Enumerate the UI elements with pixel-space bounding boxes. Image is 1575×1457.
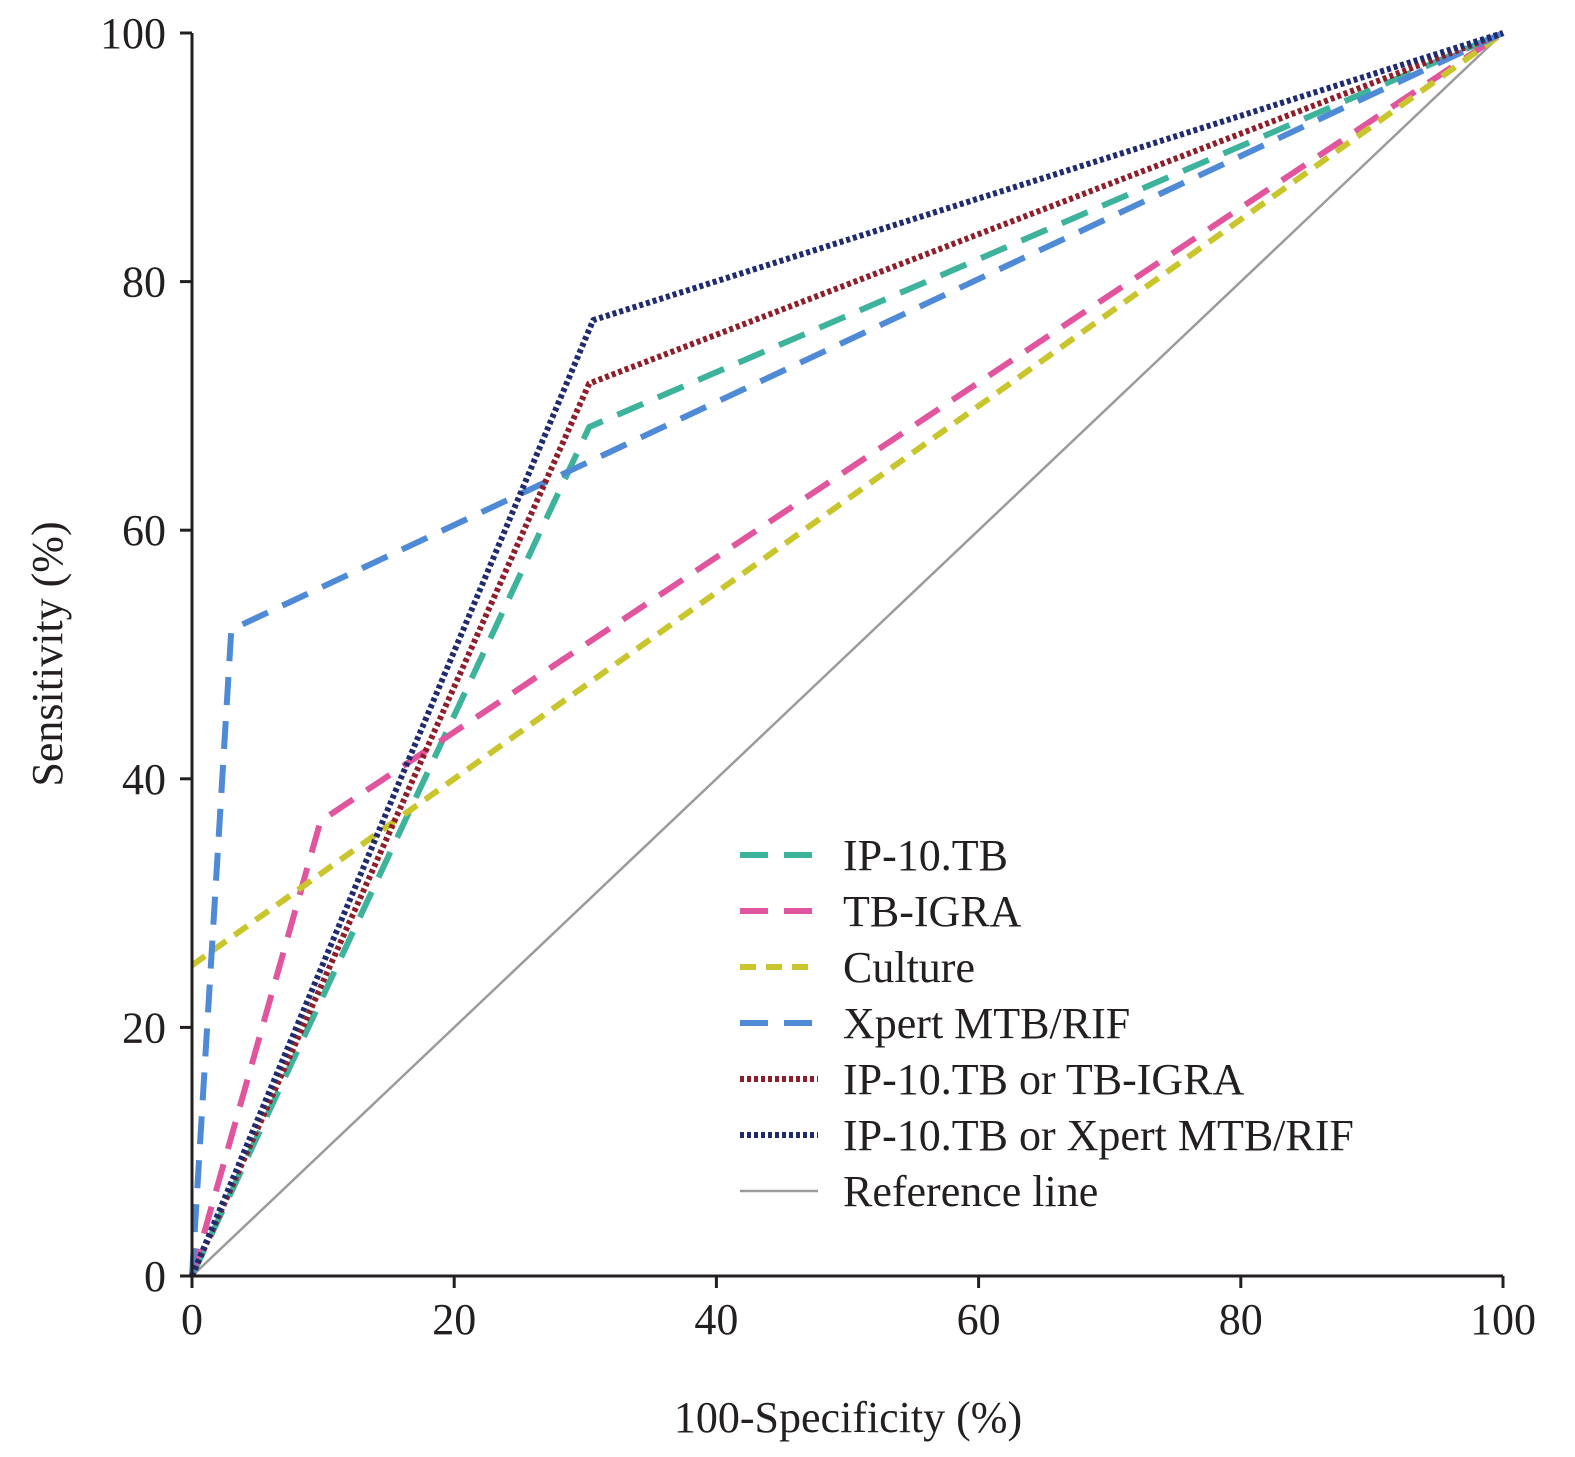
x-tick-label: 0: [181, 1295, 203, 1344]
y-tick-label: 20: [122, 1003, 166, 1052]
ticks: 0 20 40 60 80 100 0 20 40 60 80 100: [100, 9, 1536, 1344]
y-tick-label: 80: [122, 258, 166, 307]
y-tick-label: 40: [122, 755, 166, 804]
legend-label: TB-IGRA: [843, 887, 1022, 936]
y-tick-label: 60: [122, 506, 166, 555]
series-line-xpert-mtb-rif: [189, 30, 1505, 1277]
legend-label: Reference line: [843, 1167, 1098, 1216]
axes: [190, 33, 1503, 1278]
x-axis-title: 100-Specificity (%): [674, 1393, 1022, 1442]
series-line-tb-igra: [189, 30, 1505, 1277]
legend-label: IP-10.TB: [843, 831, 1008, 880]
series-line-ip-10-tb: [189, 30, 1505, 1278]
legend: IP-10.TB TB-IGRA Culture Xpert MTB/RIF IP-10…: [740, 831, 1354, 1216]
series-line-culture: [190, 30, 1505, 968]
x-tick-label: 40: [694, 1295, 738, 1344]
y-axis-title: Sensitivity (%): [23, 521, 72, 786]
plot-lines: [189, 30, 1505, 1278]
y-tick-label: 100: [100, 9, 166, 58]
series-line-reference-line: [191, 32, 1504, 1277]
legend-label: IP-10.TB or TB-IGRA: [843, 1055, 1245, 1104]
legend-label: Culture: [843, 943, 975, 992]
x-tick-label: 80: [1219, 1295, 1263, 1344]
series-line-ip-10-tb-or-xpert-mtb-rif: [189, 30, 1504, 1278]
y-tick-label: 0: [144, 1252, 166, 1301]
legend-label: Xpert MTB/RIF: [843, 999, 1130, 1048]
legend-label: IP-10.TB or Xpert MTB/RIF: [843, 1111, 1354, 1160]
x-tick-label: 100: [1470, 1295, 1536, 1344]
x-tick-label: 60: [957, 1295, 1001, 1344]
series-line-ip-10-tb-or-tb-igra: [189, 30, 1505, 1278]
x-tick-label: 20: [432, 1295, 476, 1344]
